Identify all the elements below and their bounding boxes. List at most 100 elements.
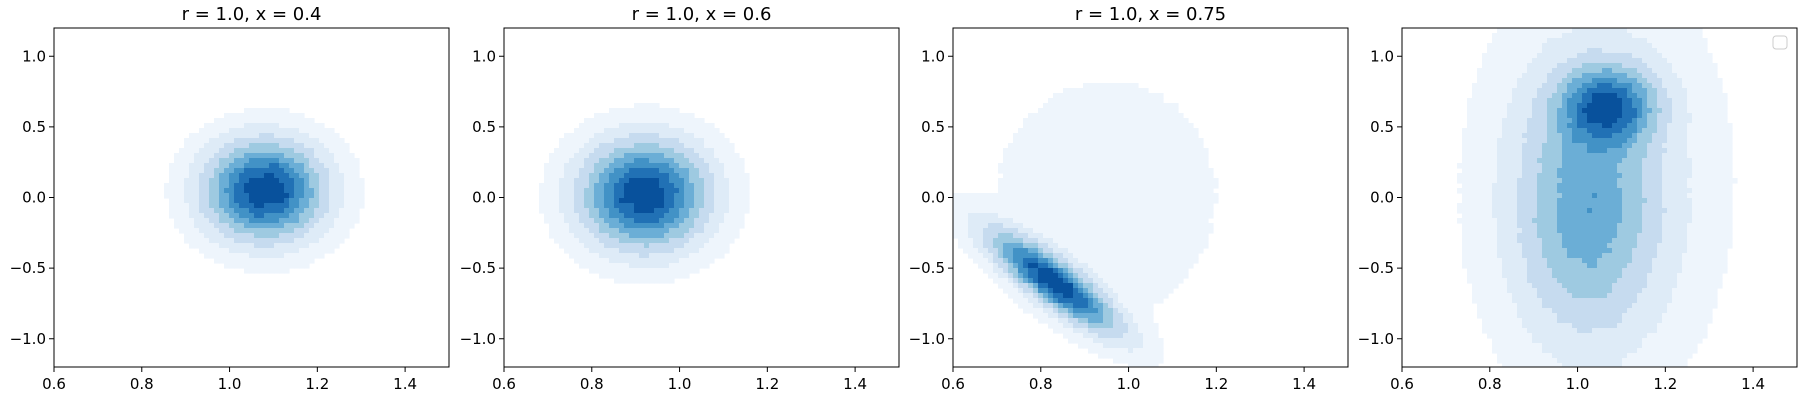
density-cell [1098, 138, 1104, 144]
density-cell [249, 183, 255, 189]
density-cell [1138, 263, 1144, 269]
density-cell [184, 193, 190, 199]
x-tick-label: 0.8 [580, 375, 604, 393]
density-cell [234, 163, 240, 169]
density-cell [1013, 138, 1019, 144]
density-cell [1208, 228, 1214, 234]
density-cell [1517, 263, 1523, 269]
density-cell [679, 238, 685, 244]
density-cell [1183, 163, 1189, 169]
density-cell [1158, 218, 1164, 224]
density-cell [1083, 203, 1089, 209]
density-cell [609, 148, 615, 154]
density-cell [1108, 288, 1114, 294]
density-cell [564, 183, 570, 189]
density-cell [1068, 188, 1074, 194]
density-cell [958, 238, 964, 244]
density-cell [254, 253, 260, 259]
density-cell [744, 198, 750, 204]
density-cell [1497, 28, 1503, 34]
density-cell [189, 163, 195, 169]
density-cell [1138, 213, 1144, 219]
density-cell [1512, 98, 1518, 104]
density-cell [1128, 93, 1134, 99]
density-cell [1043, 173, 1049, 179]
density-cell [1497, 138, 1503, 144]
density-cell [1198, 198, 1204, 204]
density-cell [1512, 318, 1518, 324]
density-cell [1068, 258, 1074, 264]
density-cell [664, 208, 670, 214]
density-cell [1467, 208, 1473, 214]
density-cell [599, 188, 605, 194]
density-cell [1482, 163, 1488, 169]
density-cell [1138, 138, 1144, 144]
density-cell [639, 133, 645, 139]
density-cell [684, 123, 690, 129]
density-cell [549, 178, 555, 184]
density-cell [674, 168, 680, 174]
density-cell [1123, 193, 1129, 199]
density-cell [1522, 33, 1528, 39]
density-cell [584, 243, 590, 249]
density-cell [1053, 313, 1059, 319]
density-cell [584, 213, 590, 219]
density-cell [699, 263, 705, 269]
density-cell [1512, 38, 1518, 44]
density-cell [344, 223, 350, 229]
density-cell [219, 143, 225, 149]
density-cell [619, 253, 625, 259]
density-cell [639, 253, 645, 259]
density-cell [729, 203, 735, 209]
density-cell [1128, 318, 1134, 324]
density-cell [724, 183, 730, 189]
density-cell [329, 228, 335, 234]
density-cell [294, 243, 300, 249]
density-cell [1063, 323, 1069, 329]
density-cell [1083, 198, 1089, 204]
density-cell [614, 233, 620, 239]
density-cell [1083, 308, 1089, 314]
density-cell [309, 208, 315, 214]
density-cell [614, 193, 620, 199]
density-cell [629, 188, 635, 194]
density-cell [694, 123, 700, 129]
density-cell [963, 203, 969, 209]
density-cell [599, 153, 605, 159]
density-cell [739, 168, 745, 174]
density-cell [1203, 243, 1209, 249]
density-cell [744, 183, 750, 189]
density-cell [669, 218, 675, 224]
density-cell [279, 218, 285, 224]
density-cell [1028, 248, 1034, 254]
density-cell [1512, 63, 1518, 69]
density-cell [604, 203, 610, 209]
density-cell [654, 193, 660, 199]
density-cell [629, 253, 635, 259]
density-cell [1188, 233, 1194, 239]
density-cell [719, 213, 725, 219]
density-cell [309, 238, 315, 244]
density-cell [214, 183, 220, 189]
density-cell [1118, 328, 1124, 334]
density-cell [1068, 198, 1074, 204]
density-cell [1043, 153, 1049, 159]
density-cell [234, 183, 240, 189]
density-cell [194, 228, 200, 234]
density-cell [1497, 248, 1503, 254]
density-cell [1083, 193, 1089, 199]
density-cell [1043, 188, 1049, 194]
density-cell [1098, 123, 1104, 129]
density-cell [639, 168, 645, 174]
density-cell [1103, 213, 1109, 219]
density-cell [1467, 98, 1473, 104]
density-cell [1033, 148, 1039, 154]
density-cell [1517, 238, 1523, 244]
density-cell [254, 248, 260, 254]
density-cell [1183, 213, 1189, 219]
density-cell [659, 173, 665, 179]
density-cell [1063, 298, 1069, 304]
density-cell [1482, 123, 1488, 129]
density-cell [1472, 143, 1478, 149]
